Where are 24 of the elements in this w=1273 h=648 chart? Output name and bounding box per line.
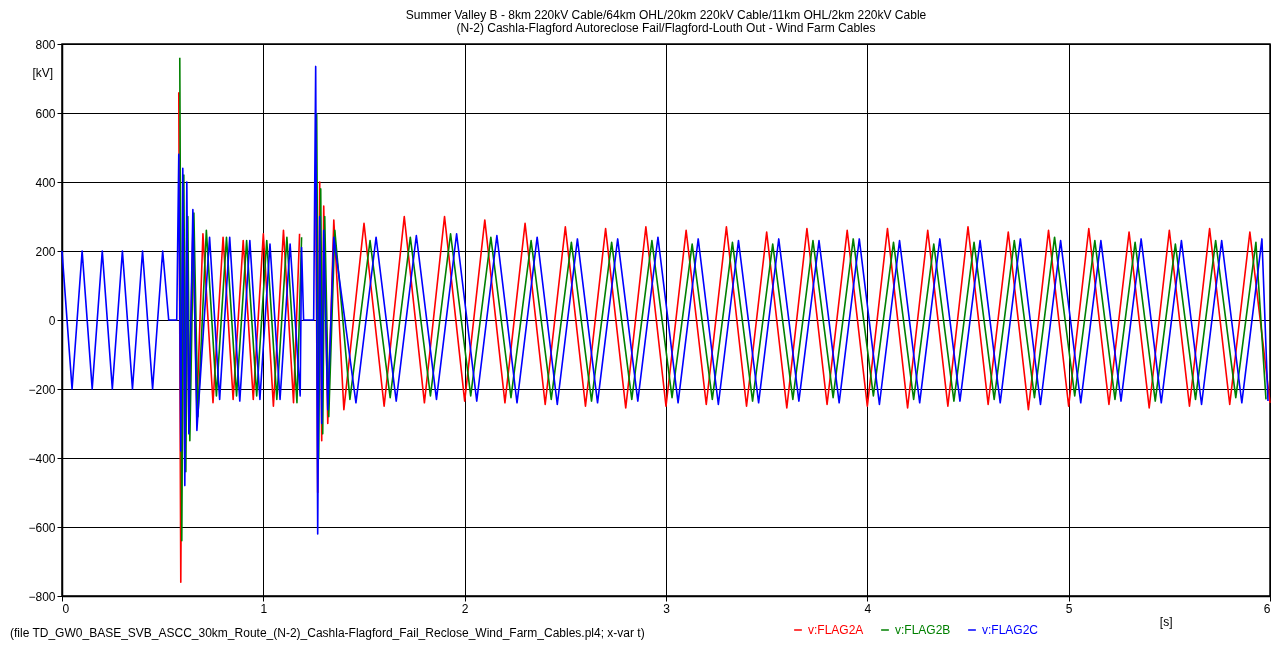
y-tick-label: 600: [35, 106, 56, 121]
y-tick-label: −800: [28, 589, 56, 604]
legend-label: v:FLAG2C: [982, 623, 1039, 637]
x-tick-label: 6: [1263, 601, 1271, 616]
y-tick-label: 0: [48, 313, 56, 328]
chart-subtitle: (N-2) Cashla-Flagford Autoreclose Fail/Flagford-Louth Out - Wind Farm Cables: [456, 21, 876, 35]
text: (file TD_GW0_BASE_SVB_ASCC_30km_Route_(N-2)_Cashla-Flagford_Fail_Reclose_Wind_Farm_Cables.pl4; x-var t): [10, 626, 645, 640]
x-tick-label: 2: [461, 601, 469, 616]
y-tick-label: 800: [35, 37, 56, 52]
x-tick-label: 3: [663, 601, 671, 616]
y-tick-label: 400: [35, 175, 56, 190]
x-tick-label: 5: [1065, 601, 1073, 616]
chart-title: Summer Valley B - 8km 220kV Cable/64km OHL/20km 220kV Cable/11km OHL/2km 220kV Cable: [405, 8, 927, 22]
x-tick-label: 1: [260, 601, 268, 616]
y-tick-label: −600: [28, 520, 56, 535]
x-axis-title: [s]: [1159, 614, 1173, 629]
legend-label: v:FLAG2B: [895, 623, 951, 637]
y-tick-label: −400: [28, 451, 56, 466]
x-tick-label: 4: [864, 601, 872, 616]
x-tick-label: 0: [62, 601, 70, 616]
y-axis-title: [kV]: [32, 65, 54, 80]
y-tick-label: −200: [28, 382, 56, 397]
y-tick-label: 200: [35, 244, 56, 259]
legend-label: v:FLAG2A: [808, 623, 864, 637]
